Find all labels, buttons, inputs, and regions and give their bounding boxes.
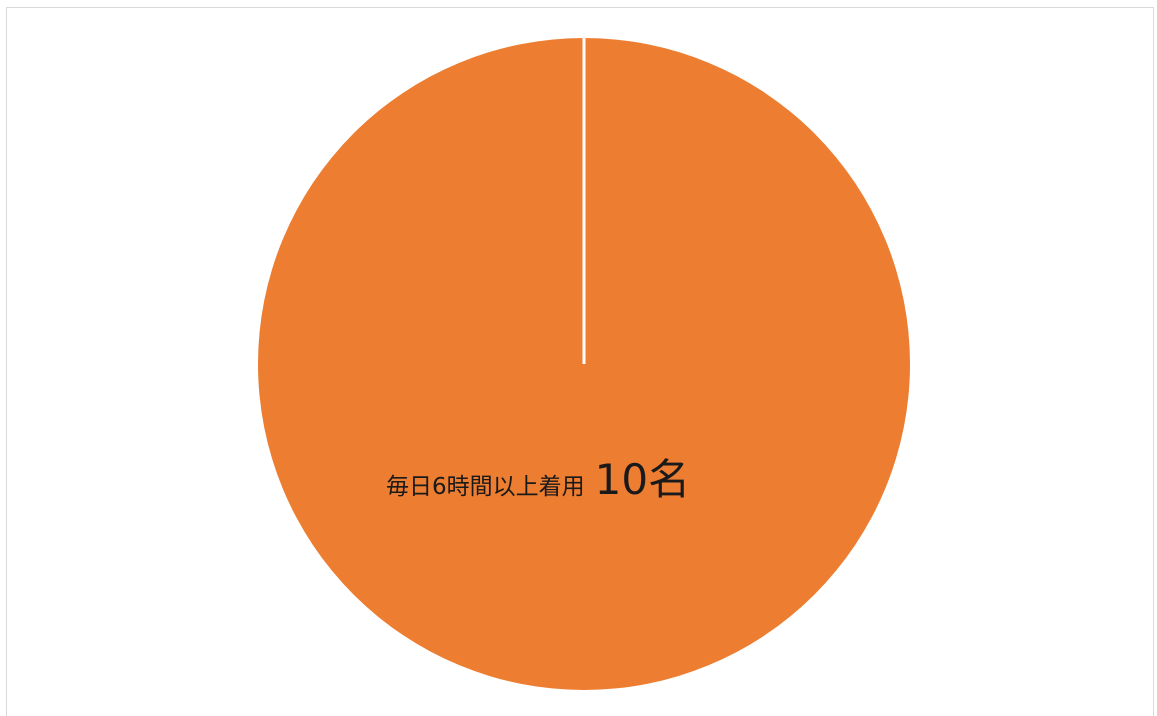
- slice-label-value: 10名: [594, 455, 691, 504]
- pie-slices-group: [258, 38, 910, 690]
- slice-label-text: 毎日6時間以上着用: [386, 474, 585, 500]
- slice-data-label: 毎日6時間以上着用 10名: [386, 446, 690, 507]
